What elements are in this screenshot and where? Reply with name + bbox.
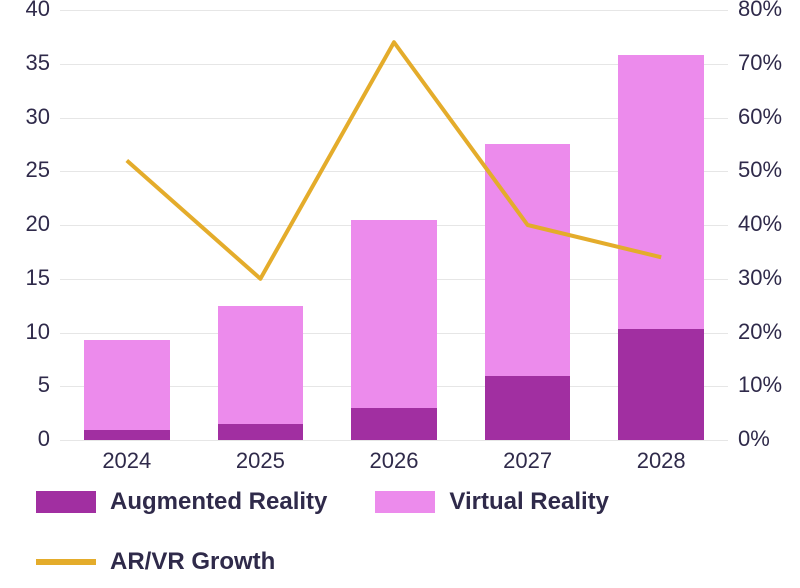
y-right-tick: 10% (728, 372, 798, 398)
x-tick: 2026 (370, 448, 419, 474)
y-left-tick: 15 (0, 265, 60, 291)
y-right-tick: 0% (728, 426, 798, 452)
y-left-tick: 25 (0, 157, 60, 183)
y-left-tick: 0 (0, 426, 60, 452)
x-tick: 2025 (236, 448, 285, 474)
bar-virtual-reality (485, 144, 571, 375)
y-right-tick: 80% (728, 0, 798, 22)
bar-virtual-reality (84, 340, 170, 430)
y-left-tick: 35 (0, 50, 60, 76)
arvr-chart: 05101520253035400%10%20%30%40%50%60%70%8… (0, 0, 800, 588)
y-left-tick: 5 (0, 372, 60, 398)
plot-area: 05101520253035400%10%20%30%40%50%60%70%8… (60, 10, 728, 440)
bar-augmented-reality (485, 376, 571, 441)
legend-label: AR/VR Growth (110, 548, 275, 576)
x-tick: 2024 (102, 448, 151, 474)
y-left-tick: 30 (0, 104, 60, 130)
swatch-vr (375, 491, 435, 513)
y-right-tick: 50% (728, 157, 798, 183)
legend: Augmented Reality Virtual Reality AR/VR … (36, 488, 764, 576)
gridline (60, 440, 728, 441)
y-right-tick: 60% (728, 104, 798, 130)
legend-arvr-growth: AR/VR Growth (36, 548, 275, 576)
x-axis: 2024 2025 2026 2027 2028 (60, 442, 728, 474)
y-right-tick: 30% (728, 265, 798, 291)
legend-label: Augmented Reality (110, 488, 327, 516)
legend-augmented-reality: Augmented Reality (36, 488, 327, 516)
bar-virtual-reality (618, 55, 704, 329)
bar-augmented-reality (84, 430, 170, 440)
y-right-tick: 70% (728, 50, 798, 76)
y-right-tick: 40% (728, 211, 798, 237)
legend-label: Virtual Reality (449, 488, 609, 516)
x-tick: 2028 (637, 448, 686, 474)
y-left-tick: 10 (0, 319, 60, 345)
swatch-growth (36, 559, 96, 565)
bar-track (60, 10, 728, 440)
x-tick: 2027 (503, 448, 552, 474)
y-left-tick: 40 (0, 0, 60, 22)
bar-virtual-reality (351, 220, 437, 408)
y-left-tick: 20 (0, 211, 60, 237)
swatch-ar (36, 491, 96, 513)
bar-augmented-reality (218, 424, 304, 440)
legend-virtual-reality: Virtual Reality (375, 488, 609, 516)
bar-virtual-reality (218, 306, 304, 424)
bar-augmented-reality (618, 329, 704, 440)
y-right-tick: 20% (728, 319, 798, 345)
bar-augmented-reality (351, 408, 437, 440)
